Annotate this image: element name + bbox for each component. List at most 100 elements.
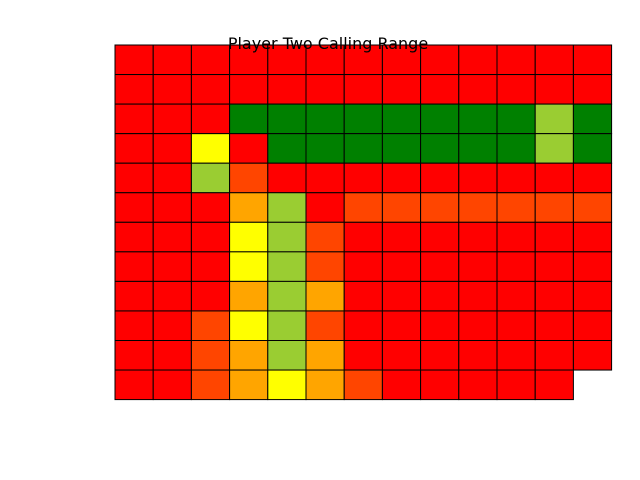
heatmap-cell-r10-c3 xyxy=(229,340,269,371)
heatmap-cell-r10-c6 xyxy=(343,340,383,371)
heatmap-cell-r5-c0 xyxy=(114,192,154,223)
heatmap-cell-r8-c9 xyxy=(458,280,498,312)
heatmap-cell-r8-c7 xyxy=(381,280,422,312)
heatmap-cell-r10-c2 xyxy=(190,340,231,371)
heatmap-cell-r0-c0 xyxy=(114,44,154,76)
heatmap-cell-r7-c6 xyxy=(343,251,383,282)
heatmap-cell-r4-c4 xyxy=(267,162,307,194)
heatmap-cell-r2-c1 xyxy=(152,103,192,135)
heatmap-cell-r3-c2 xyxy=(190,133,231,164)
heatmap-cell-r8-c0 xyxy=(114,280,154,312)
heatmap-cell-r0-c12 xyxy=(572,44,613,76)
heatmap-cell-r9-c10 xyxy=(496,310,536,342)
heatmap-cell-r0-c2 xyxy=(190,44,231,76)
heatmap-cell-r7-c7 xyxy=(381,251,422,282)
heatmap-cell-r6-c7 xyxy=(381,221,422,253)
heatmap-cell-r2-c6 xyxy=(343,103,383,135)
heatmap-cell-r7-c4 xyxy=(267,251,307,282)
heatmap-cell-r5-c1 xyxy=(152,192,192,223)
heatmap-cell-r5-c6 xyxy=(343,192,383,223)
heatmap-cell-r4-c5 xyxy=(305,162,345,194)
heatmap-cell-r7-c0 xyxy=(114,251,154,282)
heatmap-cell-r9-c4 xyxy=(267,310,307,342)
heatmap-cell-r2-c11 xyxy=(534,103,574,135)
heatmap-cell-r10-c5 xyxy=(305,340,345,371)
heatmap-cell-r10-c9 xyxy=(458,340,498,371)
heatmap-cell-r11-c0 xyxy=(114,369,154,401)
heatmap-cell-r11-c1 xyxy=(152,369,192,401)
heatmap-cell-r3-c9 xyxy=(458,133,498,164)
heatmap-cell-r0-c1 xyxy=(152,44,192,76)
heatmap-cell-r8-c5 xyxy=(305,280,345,312)
heatmap-cell-r0-c9 xyxy=(458,44,498,76)
heatmap-cell-r8-c3 xyxy=(229,280,269,312)
heatmap-cell-r3-c8 xyxy=(420,133,460,164)
heatmap-cell-r9-c12 xyxy=(572,310,613,342)
heatmap-cell-r7-c3 xyxy=(229,251,269,282)
heatmap-cell-r4-c6 xyxy=(343,162,383,194)
heatmap-cell-r10-c4 xyxy=(267,340,307,371)
heatmap-cell-r11-c11 xyxy=(534,369,574,401)
heatmap-cell-r3-c12 xyxy=(572,133,613,164)
heatmap-cell-r0-c11 xyxy=(534,44,574,76)
heatmap-cell-r1-c11 xyxy=(534,74,574,105)
heatmap-cell-r4-c8 xyxy=(420,162,460,194)
heatmap-cell-r2-c12 xyxy=(572,103,613,135)
heatmap-cell-r1-c1 xyxy=(152,74,192,105)
heatmap-cell-r7-c1 xyxy=(152,251,192,282)
heatmap-cell-r3-c0 xyxy=(114,133,154,164)
heatmap-cell-r7-c12 xyxy=(572,251,613,282)
heatmap-cell-r3-c6 xyxy=(343,133,383,164)
heatmap-cell-r0-c3 xyxy=(229,44,269,76)
heatmap-cell-r9-c7 xyxy=(381,310,422,342)
heatmap-cell-r10-c0 xyxy=(114,340,154,371)
heatmap-cell-r1-c5 xyxy=(305,74,345,105)
heatmap-cell-r4-c7 xyxy=(381,162,422,194)
heatmap-cell-r1-c9 xyxy=(458,74,498,105)
heatmap-cell-r6-c12 xyxy=(572,221,613,253)
heatmap-cell-r1-c6 xyxy=(343,74,383,105)
heatmap-cell-r11-c5 xyxy=(305,369,345,401)
heatmap-cell-r2-c0 xyxy=(114,103,154,135)
heatmap-cell-r2-c2 xyxy=(190,103,231,135)
heatmap-cells xyxy=(114,44,613,401)
heatmap-cell-r6-c8 xyxy=(420,221,460,253)
heatmap-cell-r4-c11 xyxy=(534,162,574,194)
heatmap-cell-r11-c4 xyxy=(267,369,307,401)
heatmap-cell-r2-c4 xyxy=(267,103,307,135)
heatmap-cell-r1-c7 xyxy=(381,74,422,105)
heatmap-cell-r9-c3 xyxy=(229,310,269,342)
heatmap-cell-r11-c8 xyxy=(420,369,460,401)
heatmap-cell-r7-c5 xyxy=(305,251,345,282)
heatmap-cell-r10-c8 xyxy=(420,340,460,371)
heatmap-cell-r5-c8 xyxy=(420,192,460,223)
heatmap-cell-r11-c3 xyxy=(229,369,269,401)
heatmap-cell-r8-c4 xyxy=(267,280,307,312)
heatmap-cell-r5-c10 xyxy=(496,192,536,223)
heatmap-cell-r11-c9 xyxy=(458,369,498,401)
heatmap-cell-r10-c1 xyxy=(152,340,192,371)
heatmap-cell-r8-c2 xyxy=(190,280,231,312)
heatmap-cell-r1-c3 xyxy=(229,74,269,105)
heatmap-cell-r7-c2 xyxy=(190,251,231,282)
heatmap-cell-r6-c2 xyxy=(190,221,231,253)
heatmap-cell-r1-c12 xyxy=(572,74,613,105)
heatmap-cell-r8-c12 xyxy=(572,280,613,312)
heatmap-cell-r8-c10 xyxy=(496,280,536,312)
heatmap-cell-r1-c0 xyxy=(114,74,154,105)
heatmap-cell-r7-c10 xyxy=(496,251,536,282)
heatmap-cell-r9-c2 xyxy=(190,310,231,342)
heatmap-cell-r2-c5 xyxy=(305,103,345,135)
heatmap-cell-r6-c4 xyxy=(267,221,307,253)
heatmap-cell-r10-c11 xyxy=(534,340,574,371)
heatmap-cell-r6-c11 xyxy=(534,221,574,253)
heatmap-cell-r8-c6 xyxy=(343,280,383,312)
heatmap-cell-r10-c12 xyxy=(572,340,613,371)
heatmap-cell-r6-c3 xyxy=(229,221,269,253)
heatmap-cell-r9-c9 xyxy=(458,310,498,342)
heatmap-cell-r8-c1 xyxy=(152,280,192,312)
chart-title: Player Two Calling Range xyxy=(228,34,428,53)
heatmap-cell-r5-c11 xyxy=(534,192,574,223)
heatmap-cell-r3-c11 xyxy=(534,133,574,164)
